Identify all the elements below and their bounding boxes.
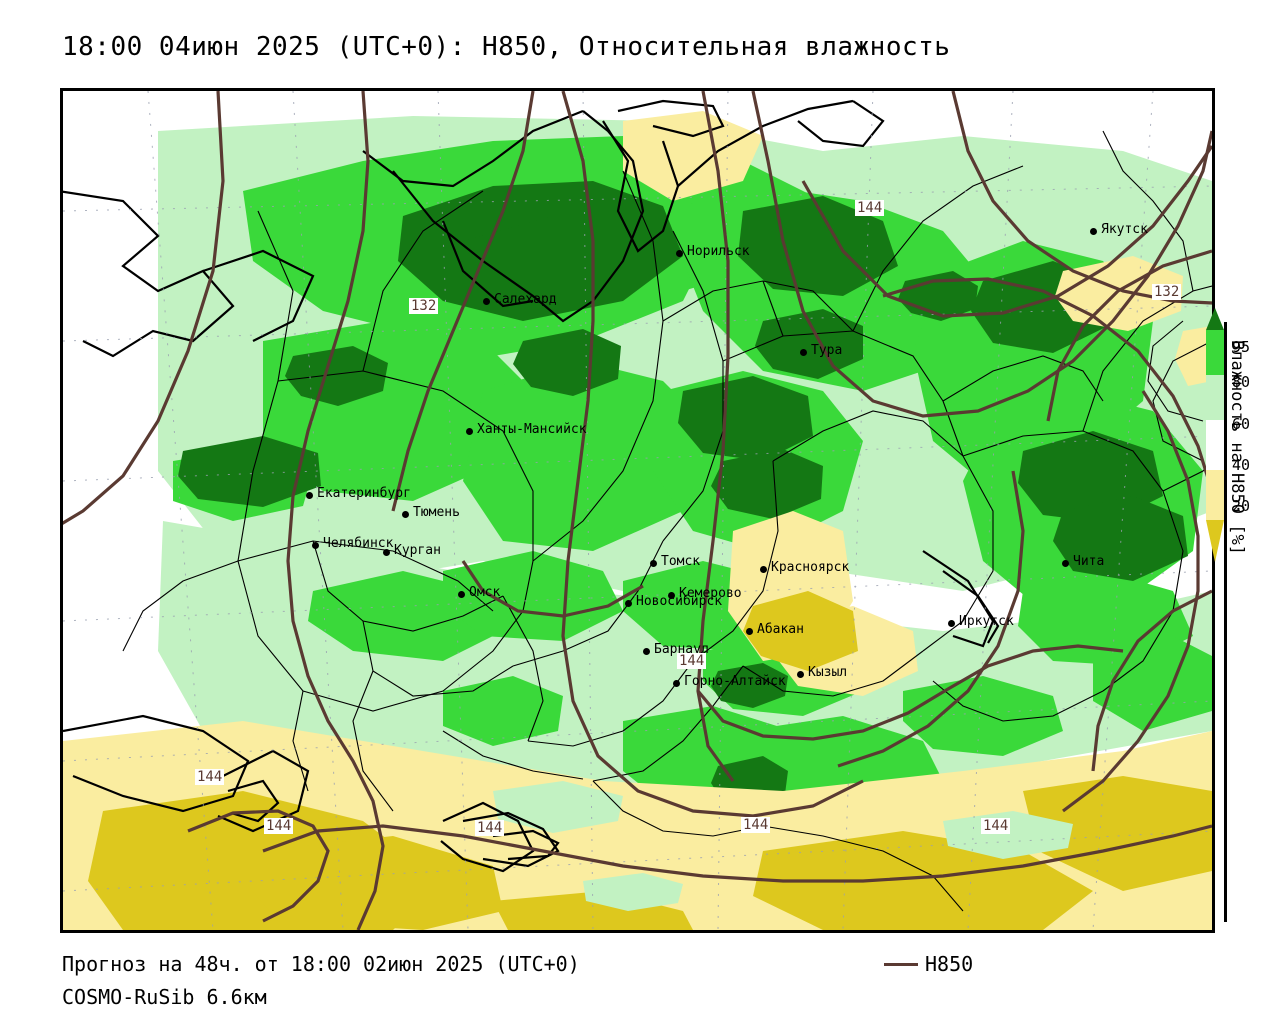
colorbar-tick-95: 95 (1232, 338, 1251, 356)
contour-label: 144 (195, 769, 225, 785)
contour-label: 144 (981, 818, 1011, 834)
colorbar-axis (1224, 322, 1227, 922)
contour-label: 132 (1152, 284, 1182, 300)
colorbar-tick-20: 20 (1232, 497, 1251, 515)
contour-label: 144 (855, 200, 885, 216)
colorbar-title: Влажность на H850 [%] (1227, 340, 1247, 555)
colorbar-band-80-95 (1206, 330, 1224, 375)
contour-label: 132 (409, 298, 439, 314)
colorbar (1206, 308, 1224, 562)
colorbar-tick-80: 80 (1232, 373, 1251, 391)
contour-label: 144 (475, 820, 505, 836)
colorbar-tick-60: 60 (1232, 415, 1251, 433)
h850-line-swatch-icon (884, 962, 918, 966)
weather-map: Якутск Норильск Салехард Тура Ханты-Мансийск… (60, 88, 1215, 933)
colorbar-tick-40: 40 (1232, 456, 1251, 474)
page-title: 18:00 04июн 2025 (UTC+0): H850, Относите… (62, 32, 951, 62)
contour-label: 144 (677, 653, 707, 669)
contour-label: 144 (741, 817, 771, 833)
legend-h850-label: H850 (925, 952, 974, 976)
colorbar-band-20-40 (1206, 470, 1224, 520)
map-raster (63, 91, 1212, 930)
colorbar-band-60-80 (1206, 375, 1224, 420)
forecast-info: Прогноз на 48ч. от 18:00 02июн 2025 (UTC… (62, 952, 580, 976)
colorbar-band-40-60 (1206, 420, 1224, 470)
legend-h850: H850 (884, 952, 973, 976)
contour-label: 144 (264, 818, 294, 834)
model-info: COSMO-RuSib 6.6км (62, 985, 267, 1009)
